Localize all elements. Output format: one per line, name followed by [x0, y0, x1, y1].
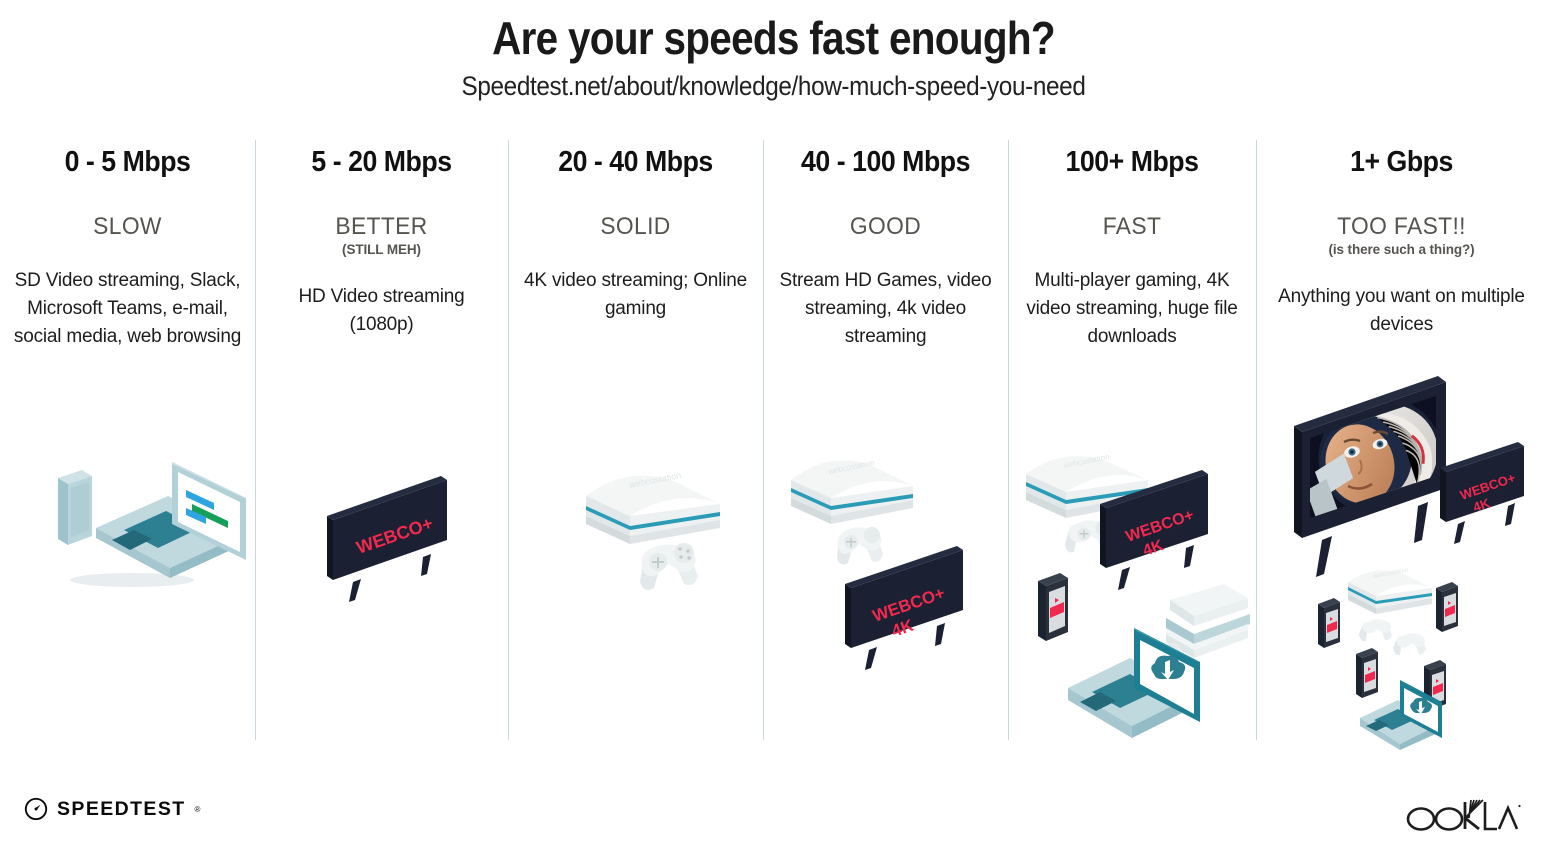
page-subtitle: Speedtest.net/about/knowledge/how-much-s… — [461, 71, 1086, 101]
speedometer-icon — [24, 797, 48, 821]
gamepad-device — [1359, 619, 1392, 642]
console-device: webcostation — [586, 470, 720, 544]
device-illustration-console-tv: webcostation — [763, 450, 1008, 700]
speed-range-label: 40 - 100 Mbps — [801, 146, 970, 178]
phone-device — [1436, 582, 1458, 632]
activity-description: Anything you want on multiple devices — [1278, 286, 1525, 335]
speed-range-label: 5 - 20 Mbps — [311, 146, 452, 178]
tv-webco: WEBCO+ — [327, 476, 447, 602]
tv-resolution-text: 4K — [1471, 495, 1492, 515]
tv-astronaut — [1294, 376, 1446, 577]
laptop-cloud-device — [1360, 680, 1442, 750]
speed-tier-column-3: 20 - 40 Mbps SOLID 4K video streaming; O… — [508, 132, 763, 742]
device-illustration-multi-device: webcostation — [1008, 450, 1256, 750]
quality-sublabel: (is there such a thing?) — [1328, 242, 1475, 257]
speed-tier-column-2: 5 - 20 Mbps BETTER (STILL MEH) HD Video … — [255, 132, 508, 742]
speed-tier-column-4: 40 - 100 Mbps GOOD Stream HD Games, vide… — [763, 132, 1008, 742]
activity-description: Multi-player gaming, 4K video streaming,… — [1026, 270, 1238, 347]
tv-resolution-text: 4K — [1141, 537, 1166, 560]
quality-label: FAST — [1102, 213, 1162, 240]
speed-range-label: 0 - 5 Mbps — [64, 146, 191, 178]
activity-description: SD Video streaming, Slack, Microsoft Tea… — [13, 270, 242, 347]
speedtest-wordmark: SPEEDTEST — [57, 797, 186, 820]
gamepad-device — [837, 527, 883, 565]
device-illustration-tv: WEBCO+ — [255, 462, 508, 602]
quality-label: TOO FAST!! — [1337, 213, 1466, 240]
laptop-cloud-device — [1068, 628, 1200, 738]
gamepad-device — [640, 543, 698, 590]
device-illustration-everything: WEBCO+ 4K webcostation — [1256, 360, 1547, 750]
device-illustration-laptop-phone — [0, 452, 255, 592]
ookla-logo[interactable] — [1405, 799, 1521, 833]
quality-label: SLOW — [93, 213, 162, 240]
quality-label: SOLID — [600, 213, 671, 240]
laptop-device — [96, 462, 246, 578]
device-illustration-console-gamepad: webcostation — [508, 454, 763, 604]
speed-range-label: 20 - 40 Mbps — [558, 146, 713, 178]
header: Are your speeds fast enough? Speedtest.n… — [0, 0, 1547, 102]
column-divider — [763, 140, 764, 740]
speed-tier-columns: 0 - 5 Mbps SLOW SD Video streaming, Slac… — [0, 132, 1547, 750]
speed-range-label: 1+ Gbps — [1350, 146, 1453, 178]
shadow — [70, 573, 194, 587]
activity-description: HD Video streaming (1080p) — [298, 286, 465, 335]
column-divider — [508, 140, 509, 740]
tv-webco-4k: WEBCO+ 4K — [1440, 442, 1524, 544]
page-title: Are your speeds fast enough? — [492, 12, 1056, 64]
column-divider — [1008, 140, 1009, 740]
speed-tier-column-1: 0 - 5 Mbps SLOW SD Video streaming, Slac… — [0, 132, 255, 742]
footer: SPEEDTEST ® — [0, 785, 1547, 843]
speed-tier-column-5: 100+ Mbps FAST Multi-player gaming, 4K v… — [1008, 132, 1256, 742]
quality-sublabel: (STILL MEH) — [342, 242, 421, 257]
quality-label: BETTER — [335, 213, 428, 240]
gamepad-device — [1393, 633, 1426, 656]
cloud-upload-download-icon — [1151, 655, 1186, 680]
quality-label: GOOD — [849, 213, 922, 240]
activity-description: Stream HD Games, video streaming, 4k vid… — [779, 270, 992, 347]
console-device: webcostation — [1348, 567, 1432, 614]
ookla-wordmark — [1406, 799, 1521, 831]
column-divider — [255, 140, 256, 740]
speedtest-trademark: ® — [194, 804, 201, 814]
console-device: webcostation — [791, 458, 913, 524]
phone-device — [58, 470, 92, 545]
speed-range-label: 100+ Mbps — [1065, 146, 1199, 178]
speedtest-logo[interactable]: SPEEDTEST ® — [24, 797, 200, 821]
tv-webco-4k: WEBCO+ 4K — [845, 546, 963, 670]
phone-device — [1038, 573, 1068, 641]
tv-webco-4k: WEBCO+ 4K — [1100, 470, 1208, 590]
speed-tier-column-6: 1+ Gbps TOO FAST!! (is there such a thin… — [1256, 132, 1547, 750]
cloud-upload-download-icon — [1410, 697, 1432, 714]
router-device — [1166, 584, 1250, 658]
activity-description: 4K video streaming; Online gaming — [524, 270, 747, 319]
column-divider — [1256, 140, 1257, 740]
phone-device — [1356, 648, 1378, 698]
phone-device — [1318, 598, 1340, 648]
